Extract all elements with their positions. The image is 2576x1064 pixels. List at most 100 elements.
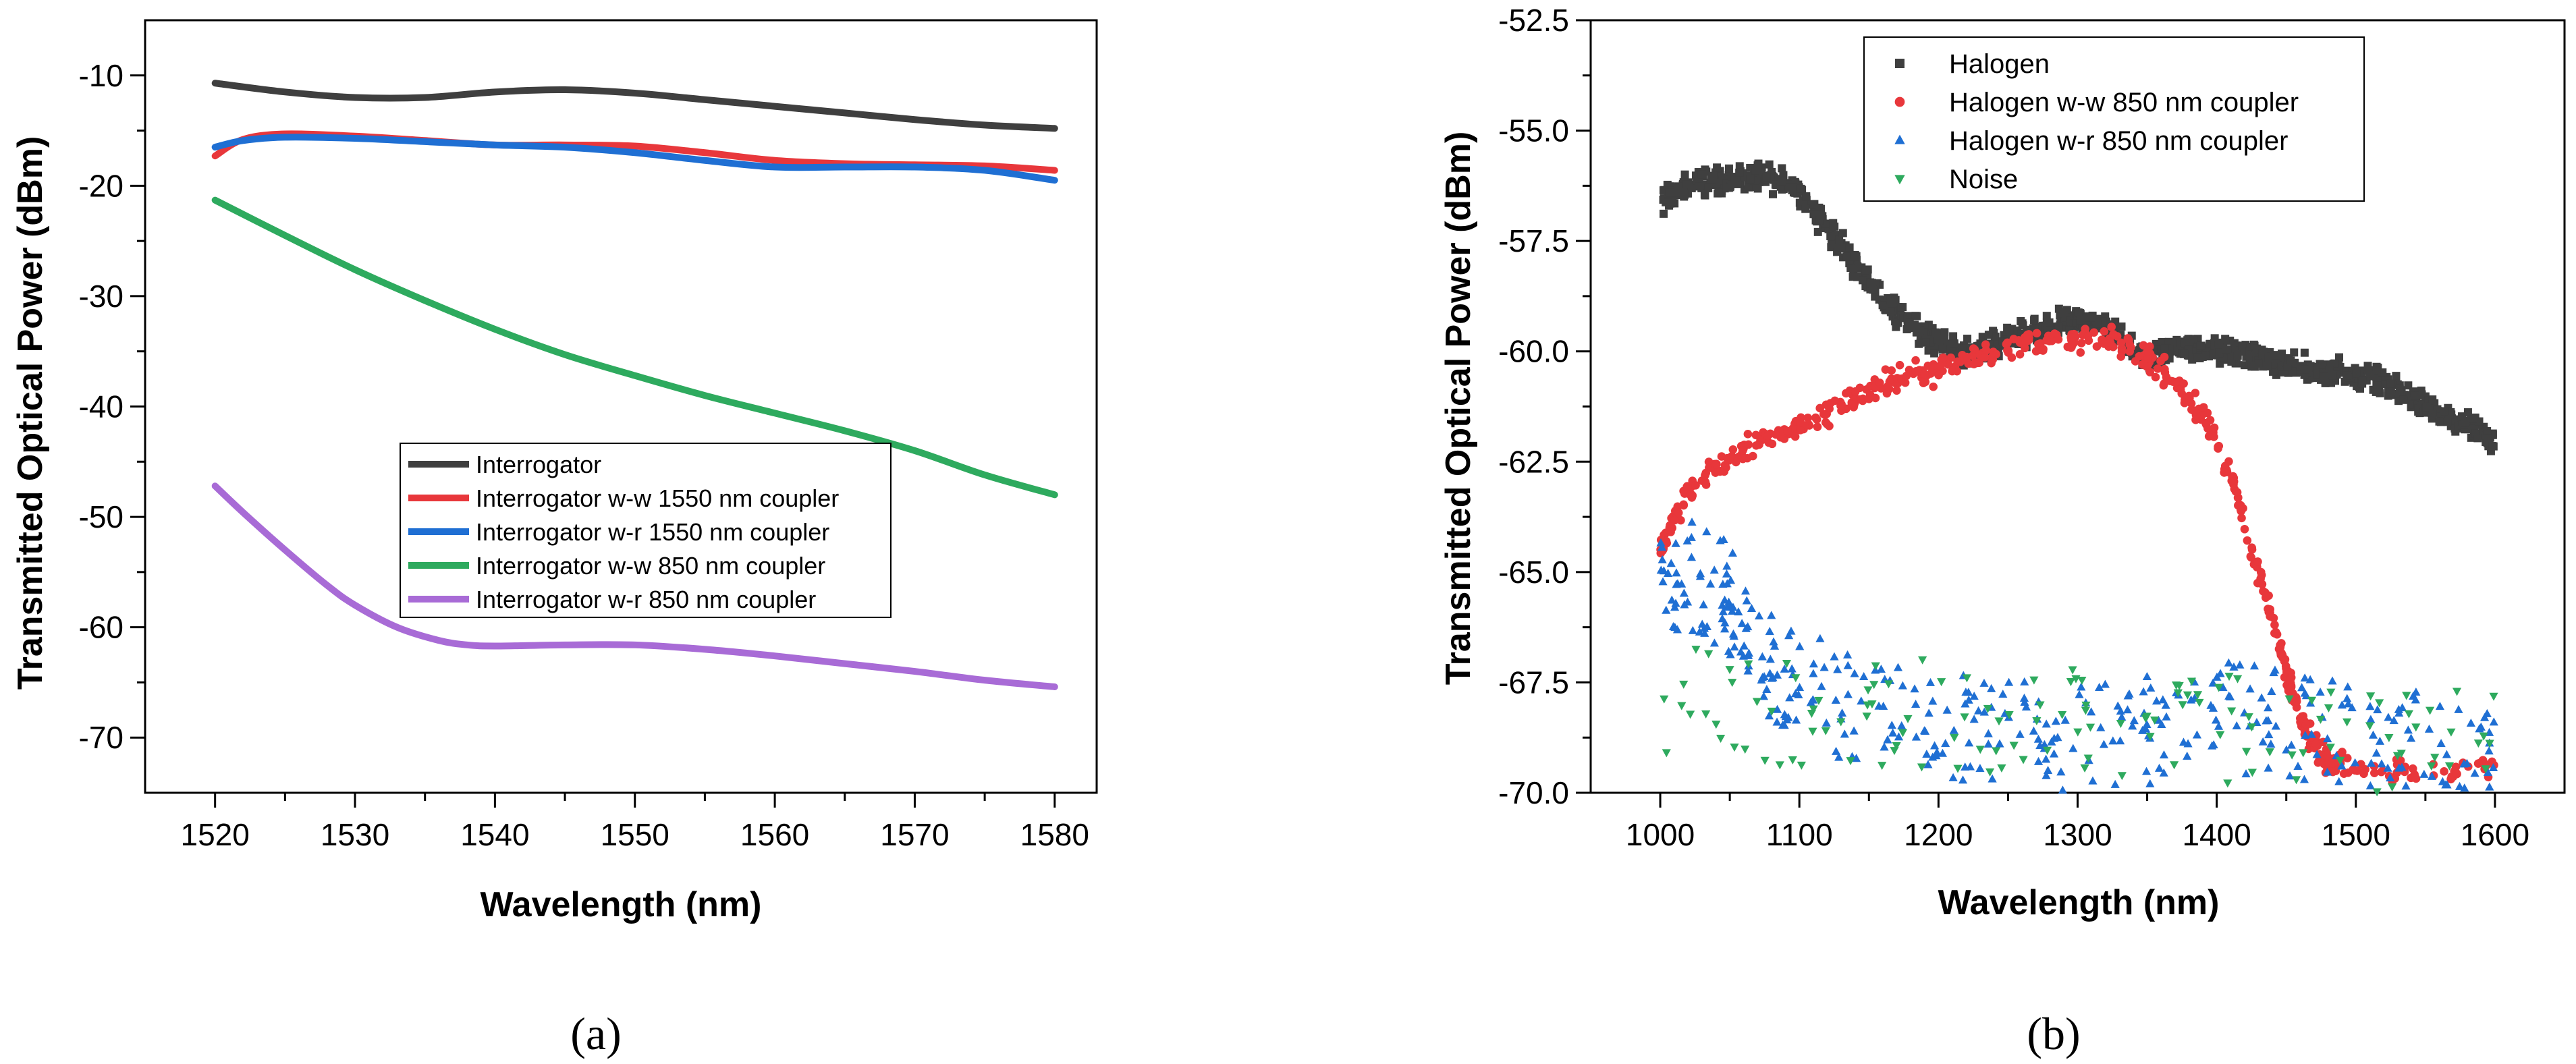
- chart-b-halogen-ww-point: [2160, 352, 2169, 362]
- chart-b-noise-point: [2411, 723, 2421, 732]
- chart-b-halogen-ww-point: [2160, 379, 2169, 388]
- chart-b-noise-point: [1878, 762, 1887, 771]
- chart-b-halogen-wr-point: [2436, 739, 2446, 748]
- chart-b-halogen-ww-point: [2109, 342, 2118, 352]
- chart-b-halogen-wr-point: [2480, 712, 2490, 721]
- chart-b-halogen-point: [2160, 344, 2169, 353]
- chart-b-halogen-wr-point: [2386, 773, 2395, 782]
- chart-b-halogen-ww-point: [2002, 339, 2011, 349]
- chart-b-noise-point: [1679, 680, 1689, 689]
- chart-b-halogen-wr-point: [2337, 761, 2347, 770]
- chart-0-x-tick-label: 1540: [460, 817, 529, 852]
- chart-b-halogen-wr-point: [1730, 642, 1739, 651]
- chart-b-noise-point: [1730, 744, 1739, 752]
- chart-b-halogen-wr-point: [2257, 693, 2266, 702]
- chart-b-halogen-point: [2358, 376, 2367, 385]
- chart-a-legend-label: Interrogator: [476, 451, 601, 478]
- chart-b-halogen-wr-point: [2271, 721, 2280, 730]
- chart-b-halogen-ww-point: [2143, 354, 2153, 363]
- chart-b-halogen-ww-point: [1821, 418, 1830, 427]
- chart-b-halogen-point: [2254, 359, 2263, 368]
- chart-a-legend-label: Interrogator w-r 1550 nm coupler: [476, 518, 829, 546]
- chart-b-noise-point: [1660, 695, 1669, 704]
- chart-b-halogen-ww-point: [2038, 346, 2048, 355]
- chart-b-noise-point: [2247, 723, 2257, 732]
- chart-b-halogen-ww-point: [2301, 719, 2311, 729]
- chart-b-halogen-point: [2399, 395, 2408, 404]
- chart-b-halogen-point: [1680, 190, 1689, 198]
- chart-b-halogen-wr-point: [1702, 527, 1711, 536]
- chart-b-halogen-ww-point: [2066, 333, 2075, 342]
- chart-b-halogen-ww-point: [1871, 393, 1880, 403]
- chart-1-y-tick-label: -62.5: [1498, 444, 1569, 479]
- chart-b-halogen-ww-point: [1946, 353, 1955, 362]
- chart-b-noise-point: [1950, 733, 1959, 742]
- chart-b-halogen-ww-point: [2261, 588, 2270, 597]
- chart-b-halogen-wr-point: [1795, 642, 1805, 650]
- chart-b-halogen-ww-point: [2107, 323, 2116, 331]
- chart-b-halogen-wr-point: [1759, 692, 1769, 700]
- chart-b-halogen-wr-point: [2113, 701, 2122, 710]
- chart-b-halogen-ww-point: [1865, 394, 1873, 403]
- chart-b-noise-point: [2336, 756, 2345, 765]
- chart-b-halogen-point: [2330, 359, 2338, 368]
- chart-b-noise-point: [2396, 750, 2406, 758]
- chart-b-noise-point: [2117, 772, 2127, 781]
- chart-b-halogen-ww-point: [1830, 396, 1840, 405]
- chart-b-halogen-ww-point: [2123, 334, 2133, 343]
- chart-b-halogen-point: [1666, 188, 1674, 197]
- chart-b-halogen-wr-point: [1754, 611, 1764, 620]
- chart-b-halogen-point: [2392, 372, 2401, 381]
- chart-b-halogen-wr-point: [2053, 733, 2062, 741]
- chart-b-halogen-wr-point: [1987, 683, 1996, 692]
- chart-b-halogen-ww-point: [1875, 379, 1884, 387]
- chart-b-halogen-wr-point: [1961, 762, 1970, 771]
- chart-b-noise-point: [1686, 710, 1695, 719]
- chart-b-noise-point: [2430, 754, 2440, 762]
- chart-b-halogen-ww-point: [2488, 757, 2496, 766]
- chart-b-noise-point: [2365, 722, 2375, 731]
- chart-b-halogen-point: [1817, 204, 1826, 213]
- chart-b-halogen-wr-point: [1720, 618, 1730, 627]
- chart-b-halogen-wr-point: [1859, 671, 1869, 680]
- chart-b-halogen-ww-point: [2247, 545, 2257, 554]
- chart-b-halogen-wr-point: [2123, 691, 2133, 700]
- chart-b-noise-point: [1836, 718, 1846, 727]
- chart-b-noise-point: [1677, 702, 1687, 710]
- chart-b-halogen-ww-point: [2004, 346, 2013, 356]
- chart-b-halogen-wr-point: [2375, 736, 2385, 745]
- chart-b-halogen-point: [1859, 276, 1867, 285]
- chart-b-halogen-wr-point: [2154, 763, 2164, 772]
- chart-b-halogen-wr-point: [1894, 732, 1904, 741]
- chart-b-halogen-point: [1682, 180, 1691, 189]
- chart-b-halogen-wr-point: [2249, 661, 2259, 670]
- chart-b-halogen-ww-point: [2246, 552, 2255, 561]
- chart-b-noise-point: [1741, 746, 1750, 754]
- chart-b-noise-point: [1903, 715, 1913, 723]
- chart-b-halogen-ww-point: [1676, 515, 1685, 525]
- chart-b-halogen-ww-point: [2240, 524, 2249, 534]
- chart-b-halogen-point: [1674, 182, 1682, 191]
- chart-b-halogen-wr-point: [1787, 664, 1797, 673]
- chart-b-halogen-ww-point: [2023, 331, 2032, 339]
- chart-b-halogen-wr-point: [2029, 726, 2039, 735]
- chart-b-halogen-wr-point: [2129, 716, 2139, 725]
- chart-b-halogen-wr-point: [1657, 542, 1667, 551]
- chart-b-halogen-ww-point: [1780, 435, 1789, 443]
- chart-b-noise-point: [2299, 749, 2308, 758]
- chart-b-halogen-wr-point: [1919, 726, 1929, 735]
- chart-b-halogen-ww-point: [1821, 410, 1830, 420]
- chart-b-halogen-wr-point: [2159, 750, 2169, 759]
- chart-b-halogen-wr-point: [1833, 665, 1842, 673]
- chart-b-halogen-wr-point: [1737, 619, 1747, 627]
- chart-b-halogen-wr-point: [1762, 685, 1772, 694]
- chart-b-halogen-wr-point: [1683, 597, 1693, 606]
- chart-b-noise-point: [1917, 763, 1927, 772]
- chart-b-halogen-wr-point: [1925, 677, 1936, 686]
- chart-b-halogen-point: [2215, 349, 2224, 358]
- chart-b-halogen-wr-point: [2384, 712, 2393, 721]
- chart-1-y-tick-label: -57.5: [1498, 223, 1569, 258]
- chart-b-halogen-point: [1898, 303, 1907, 312]
- chart-b-noise-point: [1869, 681, 1879, 690]
- chart-b-halogen-wr-point: [2489, 717, 2498, 726]
